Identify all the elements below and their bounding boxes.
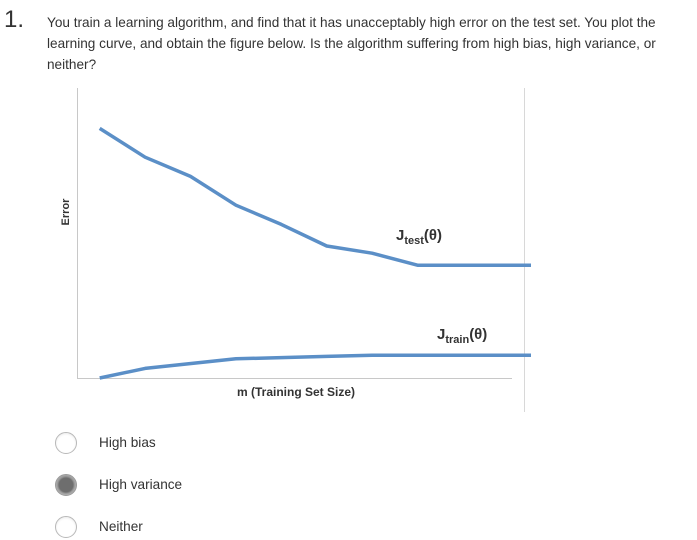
train-error-curve [99, 353, 531, 380]
train-label-sub: train [445, 334, 469, 346]
question-number: 1. [4, 6, 25, 33]
option-high-variance[interactable]: High variance [55, 474, 355, 498]
option-label-high-variance: High variance [99, 477, 183, 492]
test-label-arg: (θ) [424, 227, 442, 244]
question-text: You train a learning algorithm, and find… [47, 15, 656, 72]
train-label-arg: (θ) [469, 326, 487, 343]
option-high-bias[interactable]: High bias [55, 432, 355, 456]
test-label-sub: test [404, 235, 424, 247]
radio-high-variance[interactable] [55, 474, 77, 496]
train-curve-label: Jtrain(θ) [437, 326, 487, 346]
test-label-main: J [396, 227, 404, 244]
train-label-main: J [437, 326, 445, 343]
x-axis-label: m (Training Set Size) [237, 385, 355, 399]
y-axis-label: Error [60, 198, 72, 226]
test-curve-label: Jtest(θ) [396, 227, 442, 247]
option-neither[interactable]: Neither [55, 516, 355, 540]
option-label-high-bias: High bias [99, 435, 156, 450]
series-layer [98, 126, 531, 380]
option-label-neither: Neither [99, 519, 143, 534]
learning-curve-figure: Error m (Training Set Size) Jtest(θ) Jtr… [60, 88, 531, 412]
radio-high-bias[interactable] [55, 432, 77, 454]
test-error-curve [98, 126, 531, 267]
radio-neither[interactable] [55, 516, 77, 538]
